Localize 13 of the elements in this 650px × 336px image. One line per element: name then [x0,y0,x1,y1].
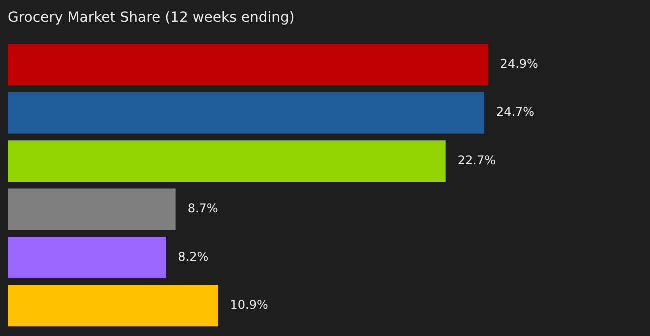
data-label: 24.7% [496,105,535,120]
bar [8,188,176,230]
data-label: 8.7% [188,202,218,216]
bar [8,140,446,182]
chart-title: Grocery Market Share (12 weeks ending) [8,10,295,26]
data-label: 22.7% [458,153,496,168]
data-label: 8.2% [178,250,209,264]
bar [8,92,484,134]
data-label: 24.9% [500,57,538,72]
data-label: 10.9% [230,298,268,312]
bar [8,285,218,327]
bar [8,44,488,86]
bar [8,236,166,278]
